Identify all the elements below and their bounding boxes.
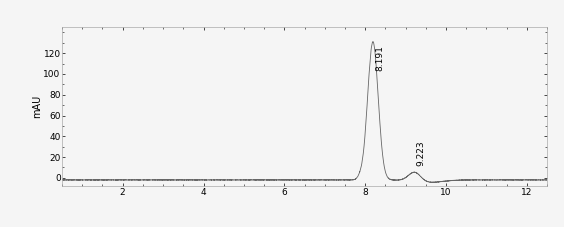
Y-axis label: mAU: mAU [32, 95, 42, 118]
Text: 8.191: 8.191 [375, 45, 384, 71]
Text: 9.223: 9.223 [417, 141, 426, 166]
